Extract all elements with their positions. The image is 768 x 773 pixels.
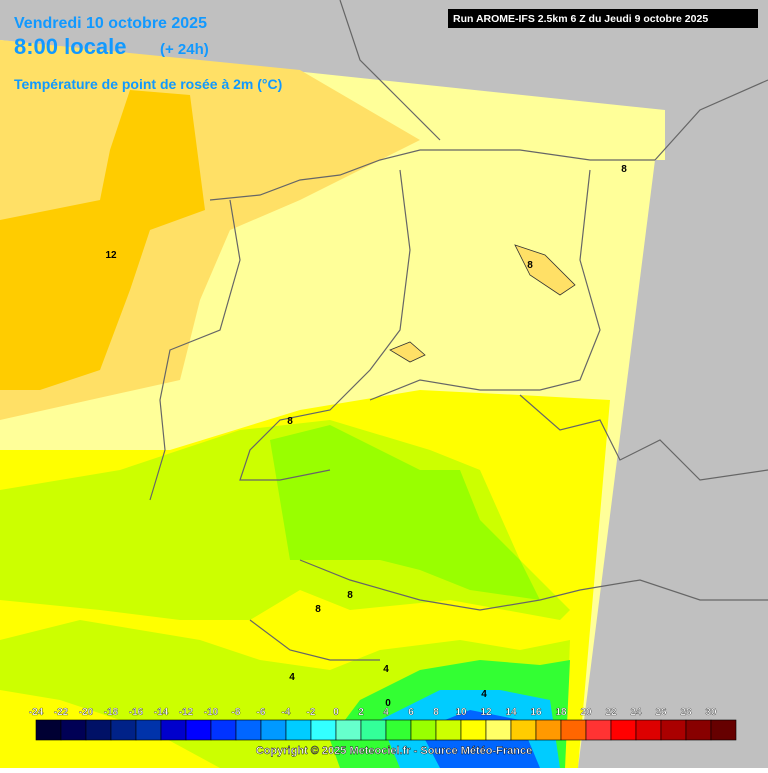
run-info: Run AROME-IFS 2.5km 6 Z du Jeudi 9 octob… <box>453 13 708 25</box>
colorbar-label: -12 <box>179 707 194 718</box>
colorbar-swatch <box>460 719 487 741</box>
colorbar-label: 22 <box>605 707 617 718</box>
colorbar-label: -24 <box>29 707 44 718</box>
colorbar-swatch <box>285 719 312 741</box>
time: 8:00 locale <box>14 34 127 59</box>
border-baltic <box>654 79 768 161</box>
colorbar-label: -2 <box>307 707 316 718</box>
colorbar-swatch <box>160 719 187 741</box>
contour-label: 8 <box>347 590 353 601</box>
lead-time: (+ 24h) <box>160 41 209 58</box>
colorbar: -24 -22 -20 -18 -16 -14 -12 -10 -8 -6 -4 -2 0 2 4 6 8 10 1… <box>29 707 737 741</box>
colorbar-label: -18 <box>104 707 119 718</box>
colorbar-swatch <box>135 719 162 741</box>
colorbar-swatch <box>435 719 462 741</box>
colorbar-swatch <box>410 719 437 741</box>
patch-orange <box>389 341 426 363</box>
colorbar-swatch <box>585 719 612 741</box>
colorbar-label: 24 <box>630 707 642 718</box>
colorbar-swatch <box>310 719 337 741</box>
colorbar-label: 10 <box>455 707 467 718</box>
colorbar-label: -16 <box>129 707 144 718</box>
colorbar-label: -10 <box>204 707 219 718</box>
colorbar-swatch <box>210 719 237 741</box>
colorbar-label: 30 <box>705 707 717 718</box>
colorbar-label: -22 <box>54 707 69 718</box>
border-at <box>299 559 768 611</box>
colorbar-label: 4 <box>383 707 389 718</box>
colorbar-swatch <box>560 719 587 741</box>
colorbar-label: 28 <box>680 707 692 718</box>
border-cz <box>519 394 768 481</box>
colorbar-swatch <box>610 719 637 741</box>
colorbar-swatch <box>360 719 387 741</box>
border-west <box>149 199 241 501</box>
colorbar-label: -8 <box>232 707 241 718</box>
colorbar-swatch <box>335 719 362 741</box>
contour-label: 8 <box>315 604 321 615</box>
contour-label: 8 <box>527 260 533 271</box>
colorbar-swatch <box>485 719 512 741</box>
border-east <box>369 169 601 401</box>
colorbar-swatch <box>110 719 137 741</box>
colorbar-label: 0 <box>333 707 339 718</box>
colorbar-swatch <box>635 719 662 741</box>
contour-label: 4 <box>289 672 295 683</box>
zone-orange <box>0 90 205 390</box>
border-dk <box>339 0 441 141</box>
colorbar-swatch <box>185 719 212 741</box>
patch-orange <box>514 244 576 296</box>
colorbar-swatch <box>235 719 262 741</box>
colorbar-swatch <box>35 719 62 741</box>
copyright: Copyright © 2025 Meteociel.fr - Source M… <box>256 745 532 757</box>
colorbar-label: 16 <box>530 707 542 718</box>
colorbar-label: 18 <box>555 707 567 718</box>
colorbar-swatch <box>260 719 287 741</box>
colorbar-label: 26 <box>655 707 667 718</box>
colorbar-label: -6 <box>257 707 266 718</box>
colorbar-swatch <box>710 719 737 741</box>
run-box <box>448 9 758 28</box>
contour-label: 4 <box>481 689 487 700</box>
colorbar-swatch <box>685 719 712 741</box>
colorbar-label: 14 <box>505 707 517 718</box>
colorbar-swatch <box>60 719 87 741</box>
zone-green <box>270 425 540 600</box>
date: Vendredi 10 octobre 2025 <box>14 15 207 32</box>
border-inner <box>239 169 411 481</box>
colorbar-label: 12 <box>480 707 492 718</box>
contour-label: 4 <box>383 664 389 675</box>
colorbar-swatch <box>385 719 412 741</box>
colorbar-label: -14 <box>154 707 169 718</box>
border-ch <box>249 619 380 661</box>
colorbar-label: 6 <box>408 707 414 718</box>
colorbar-label: -4 <box>282 707 291 718</box>
contour-label: 0 <box>385 698 391 709</box>
colorbar-label: 8 <box>433 707 439 718</box>
contour-label: 12 <box>105 250 117 261</box>
colorbar-label: 20 <box>580 707 592 718</box>
borders <box>149 0 768 661</box>
colorbar-swatch <box>660 719 687 741</box>
parameter: Température de point de rosée à 2m (°C) <box>14 76 282 92</box>
colorbar-swatch <box>85 719 112 741</box>
coastline <box>209 149 655 201</box>
contour-label: 8 <box>287 416 293 427</box>
colorbar-swatch <box>510 719 537 741</box>
colorbar-label: 2 <box>358 707 364 718</box>
colorbar-swatch <box>535 719 562 741</box>
contour-label: 8 <box>621 164 627 175</box>
colorbar-label: -20 <box>79 707 94 718</box>
